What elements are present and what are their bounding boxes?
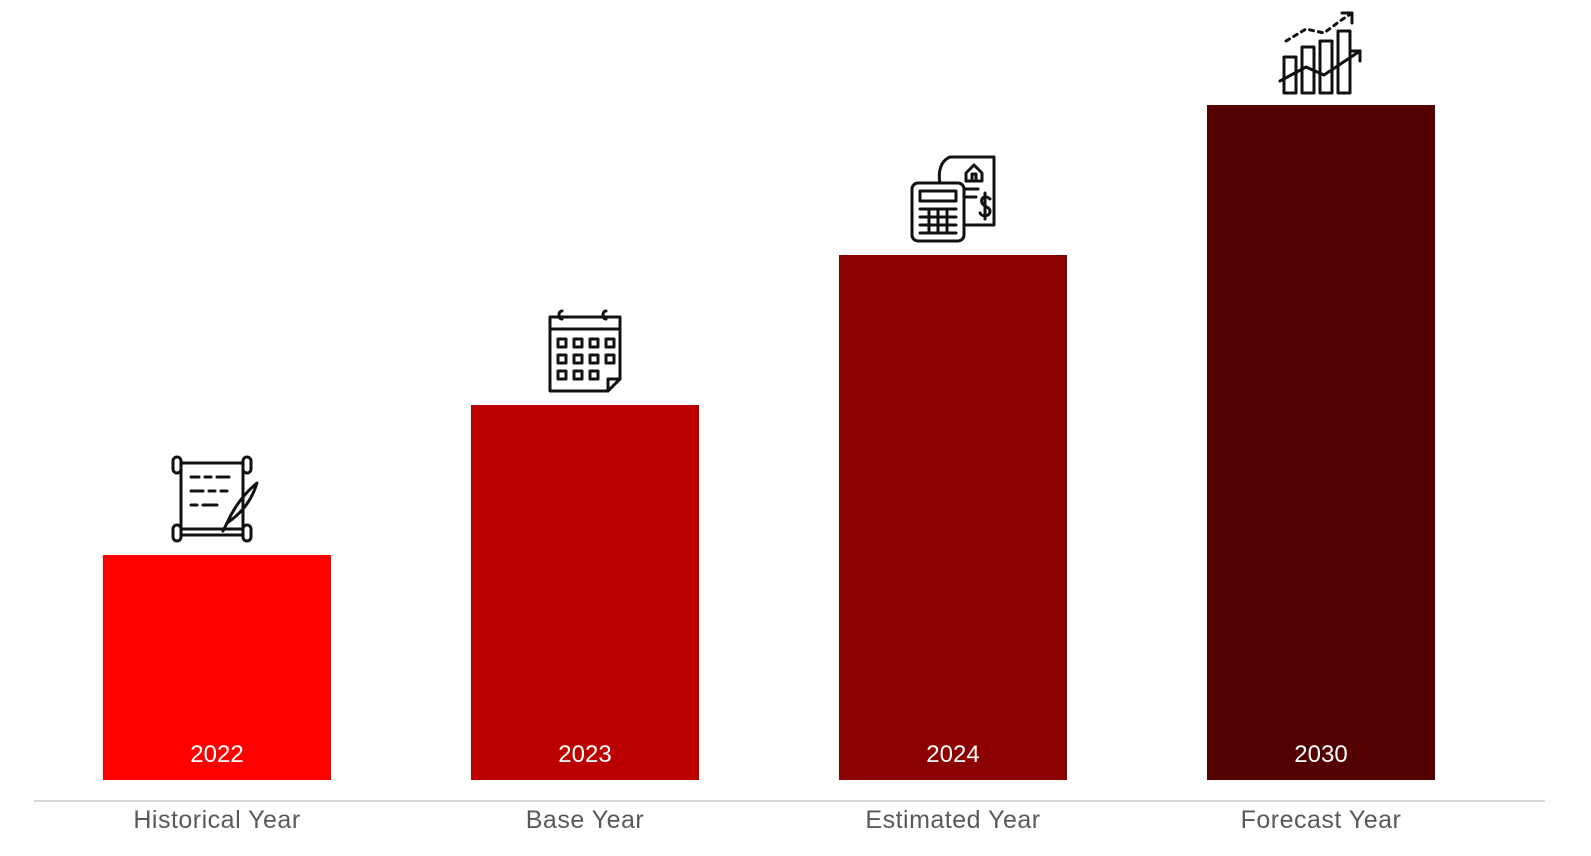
bar-data-label: 2024 <box>926 741 979 768</box>
bars-layer <box>103 105 1435 780</box>
bar-4 <box>1207 105 1435 780</box>
scroll-quill-icon <box>171 455 259 543</box>
category-tick-label: Historical Year <box>133 806 300 834</box>
category-tick-label: Base Year <box>526 806 645 834</box>
bar-data-label: 2030 <box>1294 741 1347 768</box>
bar-3 <box>839 255 1067 780</box>
bar-2 <box>471 405 699 780</box>
bar-data-label: 2022 <box>190 741 243 768</box>
growth-chart-icon <box>1278 11 1362 95</box>
bar-1 <box>103 555 331 780</box>
category-tick-label: Forecast Year <box>1241 806 1402 834</box>
calculator-invoice-icon <box>910 155 996 243</box>
labels-layer: 2022 Historical Year 2023 Base Year 2024 Esti… <box>133 741 1401 834</box>
calendar-icon <box>548 309 622 393</box>
category-tick-label: Estimated Year <box>865 806 1040 834</box>
bar-data-label: 2023 <box>558 741 611 768</box>
